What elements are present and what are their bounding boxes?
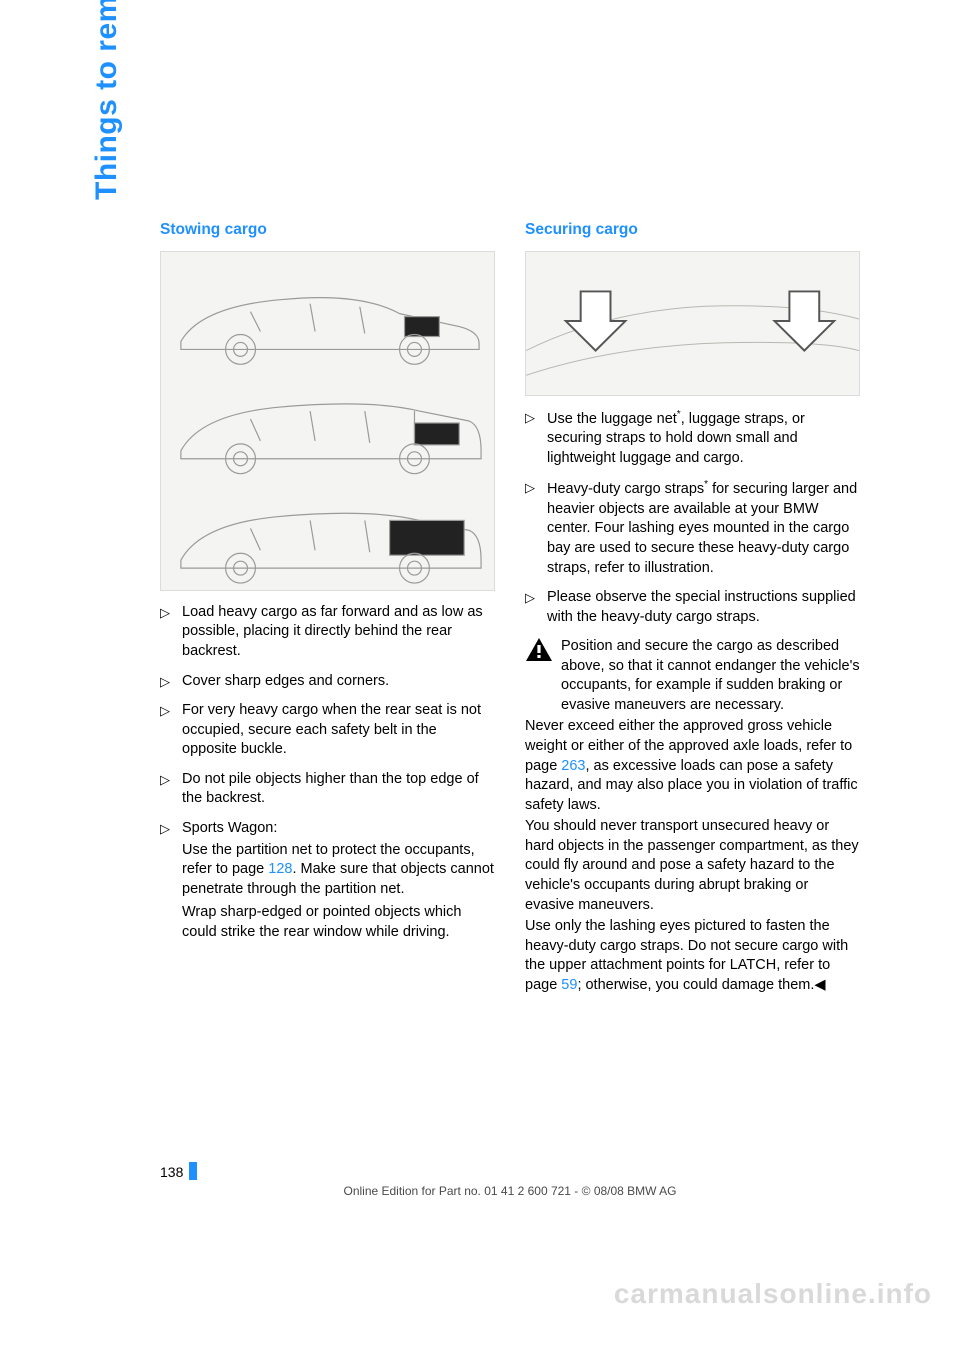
edition-line: Online Edition for Part no. 01 41 2 600 … (160, 1184, 860, 1198)
securing-cargo-heading: Securing cargo (525, 220, 860, 241)
page-link-128[interactable]: 128 (268, 861, 292, 877)
body-paragraph: You should never transport unsecured hea… (525, 817, 860, 915)
page-link-263[interactable]: 263 (561, 758, 585, 774)
warning-paragraph: Position and secure the cargo as describ… (561, 637, 860, 715)
securing-bullets: Use the luggage net*, luggage straps, or… (525, 408, 860, 627)
page-footer: 138 Online Edition for Part no. 01 41 2 … (160, 1162, 860, 1198)
warning-icon (525, 637, 553, 663)
list-item: Please observe the special instructions … (525, 588, 860, 627)
bullet-text: Use the luggage net (547, 411, 677, 427)
page-link-59[interactable]: 59 (561, 977, 577, 993)
page-number-block: 138 (160, 1162, 860, 1180)
list-item: Load heavy cargo as far forward and as l… (160, 603, 495, 662)
list-item: Heavy-duty cargo straps* for securing la… (525, 478, 860, 578)
right-column: Securing cargo Use the luggage net*, lug… (525, 220, 860, 997)
stowing-cargo-heading: Stowing cargo (160, 220, 495, 241)
wagon-paragraph-2: Wrap sharp-edged or pointed objects whic… (182, 903, 495, 942)
list-item: Do not pile objects higher than the top … (160, 770, 495, 809)
page-number: 138 (160, 1164, 183, 1180)
list-item-wagon: Sports Wagon: Use the partition net to p… (160, 819, 495, 942)
warning-text: Position and secure the cargo as describ… (561, 637, 860, 717)
left-column: Stowing cargo (160, 220, 495, 997)
stowing-cargo-figure (160, 251, 495, 591)
content-area: Stowing cargo (160, 220, 860, 997)
body-paragraph: Never exceed either the approved gross v… (525, 717, 860, 815)
stowing-bullets: Load heavy cargo as far forward and as l… (160, 603, 495, 942)
list-item: Cover sharp edges and corners. (160, 672, 495, 692)
section-title-vertical: Things to remember when driving (90, 0, 124, 200)
page-number-mark (189, 1162, 197, 1180)
list-item: Use the luggage net*, luggage straps, or… (525, 408, 860, 469)
securing-cargo-figure (525, 251, 860, 396)
page: Things to remember when driving Stowing … (0, 0, 960, 1358)
bullet-text: Heavy-duty cargo straps (547, 481, 704, 497)
wagon-label: Sports Wagon: (182, 819, 495, 839)
list-item: For very heavy cargo when the rear seat … (160, 701, 495, 760)
watermark: carmanualsonline.info (614, 1278, 932, 1310)
warning-block: Position and secure the cargo as describ… (525, 637, 860, 717)
body-paragraph: Use only the lashing eyes pictured to fa… (525, 917, 860, 995)
